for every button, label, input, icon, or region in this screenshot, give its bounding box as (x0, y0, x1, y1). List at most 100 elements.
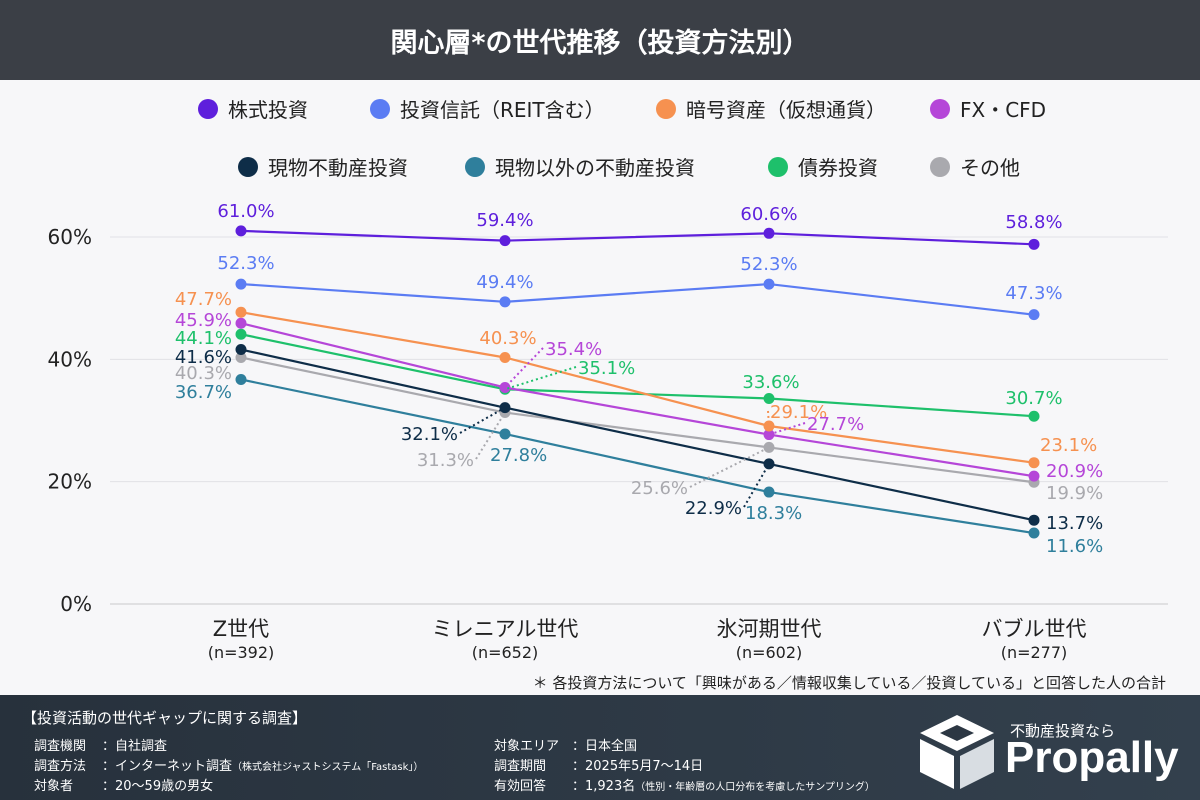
survey-row: 調査機関 ：自社調査 (34, 735, 167, 754)
data-point (499, 351, 511, 363)
data-label: 58.8% (1005, 212, 1062, 233)
legend-label: 債券投資 (798, 156, 878, 180)
survey-key: 調査方法 (34, 759, 87, 774)
legend-marker (656, 98, 676, 119)
legend-label: FX・CFD (960, 98, 1047, 122)
survey-value: ：20〜59歳の男女 (102, 779, 214, 794)
x-tick-sublabel: (n=652) (472, 643, 539, 662)
data-point (235, 344, 247, 356)
survey-value: ：2025年5月7〜14日 (572, 759, 704, 774)
series-2 (235, 306, 1040, 469)
data-point (1028, 238, 1040, 250)
legend-item: 現物以外の不動産投資 (465, 152, 695, 181)
survey-row: 有効回答 ：1,923名（性別・年齢層の人口分布を考慮したサンプリング） (494, 775, 875, 794)
data-label: 27.8% (490, 445, 547, 466)
data-label: 52.3% (740, 254, 797, 275)
x-tick-label: Z世代 (213, 617, 269, 641)
label-leader (504, 366, 577, 391)
series-line (240, 229, 1035, 246)
survey-footer: 【投資活動の世代ギャップに関する調査】 調査機関 ：自社調査 調査方法 ：インターネッ… (0, 695, 1200, 800)
y-tick-label: 60% (48, 225, 92, 249)
data-point (235, 278, 247, 290)
data-point (1028, 470, 1040, 482)
data-label: 61.0% (217, 201, 274, 222)
data-label: 31.3% (417, 450, 474, 471)
legend-label: 現物以外の不動産投資 (495, 156, 695, 180)
chart-title: 関心層*の世代推移（投資方法別） (0, 0, 1200, 80)
data-label: 49.4% (476, 272, 533, 293)
survey-value: ：自社調査 (102, 739, 168, 754)
data-label: 27.7% (807, 414, 864, 435)
data-label: 41.6% (175, 347, 232, 368)
data-point (763, 392, 775, 404)
series-line (240, 333, 1035, 418)
survey-title: 【投資活動の世代ギャップに関する調査】 (22, 709, 308, 727)
data-point (763, 278, 775, 290)
survey-value: ：日本全国 (572, 739, 638, 754)
data-label: 19.9% (1046, 483, 1103, 504)
data-point (763, 441, 775, 453)
data-point (763, 486, 775, 498)
legend-marker (930, 156, 950, 177)
series-line (240, 322, 1035, 478)
legend-item: その他 (930, 152, 1020, 181)
legend-item: 現物不動産投資 (238, 152, 408, 181)
data-label: 18.3% (745, 503, 802, 524)
label-leader (504, 347, 544, 389)
legend-item: 暗号資産（仮想通貨） (656, 94, 886, 123)
data-label: 59.4% (476, 210, 533, 231)
series-line (240, 348, 1035, 522)
data-label: 13.7% (1046, 513, 1103, 534)
series-7 (235, 351, 1040, 488)
data-label: 30.7% (1005, 388, 1062, 409)
legend-label: 投資信託（REIT含む） (400, 98, 605, 122)
legend-marker (370, 98, 390, 119)
data-point (235, 317, 247, 329)
data-label: 40.3% (479, 328, 536, 349)
data-point (235, 374, 247, 386)
series-line (240, 356, 1035, 484)
series-0 (235, 225, 1040, 250)
data-point (499, 235, 511, 247)
survey-key: 対象エリア (494, 739, 560, 754)
data-label: 25.6% (631, 478, 688, 499)
footnote: ＊ 各投資方法について「興味がある／情報収集している／投資している」と回答した人… (532, 674, 1166, 692)
data-label: 29.1% (770, 402, 827, 423)
legend-item: FX・CFD (930, 94, 1046, 123)
data-point (1028, 309, 1040, 321)
data-label: 52.3% (217, 253, 274, 274)
data-point (235, 225, 247, 237)
data-point (499, 428, 511, 440)
legend-label: 株式投資 (228, 98, 308, 122)
survey-row: 調査方法 ：インターネット調査（株式会社ジャストシステム「Fastask」） (34, 755, 423, 774)
series-line (240, 378, 1035, 535)
survey-key: 調査期間 (494, 759, 547, 774)
data-label: 45.9% (175, 310, 232, 331)
data-label: 44.1% (175, 328, 232, 349)
series-3 (235, 317, 1040, 482)
data-point (1028, 457, 1040, 469)
x-tick-label: バブル世代 (982, 617, 1087, 641)
data-point (1028, 410, 1040, 422)
line-chart: 0% 20% 40% 60% Z世代 (n=392) ミレニアル世代 (n=652) 氷河期世代… (48, 201, 1168, 662)
x-tick-sublabel: (n=392) (208, 643, 275, 662)
data-label: 22.9% (685, 498, 742, 519)
survey-row: 調査期間 ：2025年5月7〜14日 (494, 755, 703, 774)
data-label: 35.1% (578, 358, 635, 379)
data-point (499, 296, 511, 308)
legend-item: 株式投資 (198, 94, 308, 123)
legend-label: 現物不動産投資 (268, 156, 408, 180)
x-tick-sublabel: (n=602) (736, 643, 803, 662)
legend-label: その他 (960, 156, 1020, 180)
legend-item: 投資信託（REIT含む） (370, 94, 605, 123)
data-point (1028, 527, 1040, 539)
label-leader (768, 422, 806, 436)
series-line (240, 282, 1035, 316)
label-leader (743, 463, 770, 508)
survey-row: 対象者 ：20〜59歳の男女 (34, 775, 213, 794)
data-point (235, 328, 247, 340)
series-5 (235, 374, 1040, 539)
brand-tagline: 不動産投資なら (1010, 722, 1116, 740)
data-label: 47.7% (175, 289, 232, 310)
data-point (763, 227, 775, 239)
